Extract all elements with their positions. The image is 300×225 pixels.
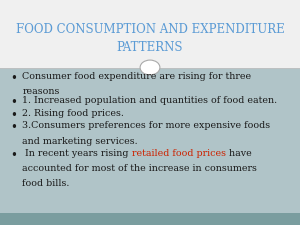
Text: •: •: [10, 148, 17, 162]
Text: retailed food prices: retailed food prices: [132, 148, 226, 157]
Text: 2. Rising food prices.: 2. Rising food prices.: [22, 109, 124, 118]
Text: 3.Consumers preferences for more expensive foods: 3.Consumers preferences for more expensi…: [22, 122, 271, 130]
Circle shape: [140, 60, 160, 75]
Text: food bills.: food bills.: [22, 179, 70, 188]
Text: •: •: [10, 96, 17, 109]
Bar: [0, 213, 300, 225]
Text: 1. Increased population and quantities of food eaten.: 1. Increased population and quantities o…: [22, 96, 278, 105]
Bar: [0, 0, 300, 68]
Text: Consumer food expenditure are rising for three: Consumer food expenditure are rising for…: [22, 72, 252, 81]
Text: reasons: reasons: [22, 87, 60, 96]
Text: accounted for most of the increase in consumers: accounted for most of the increase in co…: [22, 164, 257, 173]
Text: •: •: [10, 109, 17, 122]
Text: PATTERNS: PATTERNS: [117, 41, 183, 54]
Text: and marketing services.: and marketing services.: [22, 137, 138, 146]
Text: •: •: [10, 72, 17, 85]
Text: FOOD CONSUMPTION AND EXPENDITURE: FOOD CONSUMPTION AND EXPENDITURE: [16, 23, 284, 36]
Bar: [0, 68, 300, 213]
Text: In recent years rising: In recent years rising: [22, 148, 132, 157]
Text: have: have: [226, 148, 252, 157]
Text: •: •: [10, 122, 17, 135]
